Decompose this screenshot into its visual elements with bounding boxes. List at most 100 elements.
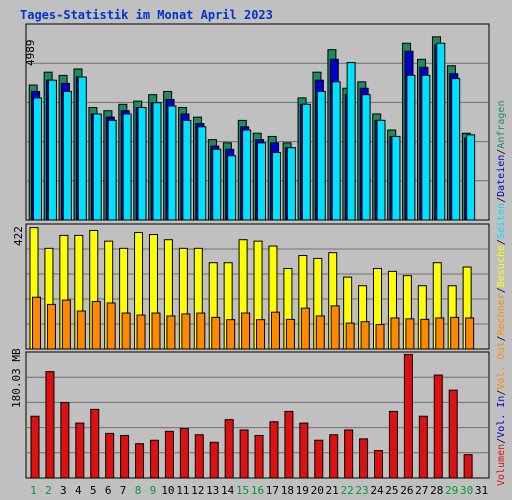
bar-volumen-day-22 [344, 429, 354, 479]
panel3-ymax-label: 180.03 MB [10, 348, 23, 408]
bar-rechner-day-24 [375, 324, 385, 350]
bar-rechner-day-19 [300, 307, 310, 350]
legend-entry-9: / [496, 239, 507, 245]
x-label-day-6: 6 [105, 484, 112, 497]
bar-volumen-day-27 [418, 415, 428, 479]
bar-seiten-day-4 [77, 76, 87, 221]
bar-seiten-day-18 [286, 147, 296, 221]
bar-seiten-day-3 [62, 90, 72, 221]
bar-seiten-day-7 [122, 113, 132, 221]
bar-rechner-day-3 [61, 299, 71, 350]
bar-rechner-day-18 [285, 318, 295, 350]
bar-rechner-day-29 [450, 316, 460, 350]
bar-seiten-day-20 [316, 90, 326, 221]
bar-seiten-day-15 [242, 129, 252, 221]
bar-rechner-day-6 [106, 302, 116, 350]
bar-rechner-day-22 [345, 322, 355, 350]
legend-entry-4: Vol. Out [496, 341, 507, 389]
x-label-day-18: 18 [281, 484, 294, 497]
legend-entry-10: Seiten [496, 203, 507, 239]
bar-seiten-day-16 [257, 142, 267, 221]
bar-seiten-day-30 [466, 134, 476, 221]
x-label-day-30: 30 [460, 484, 473, 497]
x-label-day-15: 15 [236, 484, 249, 497]
bar-seiten-day-2 [47, 79, 57, 221]
x-label-day-11: 11 [176, 484, 189, 497]
bar-rechner-day-10 [166, 315, 176, 350]
bar-rechner-day-4 [76, 310, 86, 350]
x-label-day-8: 8 [135, 484, 142, 497]
legend-entry-2: Vol. In [496, 396, 507, 438]
panel-visits-hosts [25, 223, 490, 350]
bar-volumen-day-23 [359, 438, 369, 479]
bar-volumen-day-21 [329, 434, 339, 479]
x-label-day-22: 22 [340, 484, 353, 497]
bar-volumen-day-2 [45, 371, 55, 479]
legend-entry-1: / [496, 438, 507, 444]
bar-rechner-day-5 [91, 301, 101, 350]
x-label-day-29: 29 [445, 484, 458, 497]
bar-rechner-day-27 [420, 318, 430, 350]
x-label-day-23: 23 [355, 484, 368, 497]
bar-volumen-day-3 [60, 402, 70, 479]
bar-rechner-day-17 [270, 311, 280, 350]
bar-seiten-day-29 [451, 78, 461, 221]
bar-seiten-day-25 [391, 135, 401, 221]
x-label-day-1: 1 [30, 484, 37, 497]
bar-rechner-day-11 [181, 313, 191, 350]
bar-volumen-day-10 [164, 430, 174, 479]
bar-volumen-day-17 [269, 421, 279, 479]
x-label-day-25: 25 [385, 484, 398, 497]
x-label-day-24: 24 [370, 484, 384, 497]
bar-volumen-day-16 [254, 434, 264, 479]
bar-seiten-day-27 [421, 74, 431, 221]
bar-volumen-day-12 [194, 434, 204, 479]
bar-seiten-day-24 [376, 119, 386, 221]
x-label-day-27: 27 [415, 484, 428, 497]
bar-seiten-day-23 [361, 94, 371, 221]
chart-title: Tages-Statistik im Monat April 2023 [20, 8, 273, 22]
bar-seiten-day-11 [182, 119, 192, 221]
x-label-day-21: 21 [326, 484, 339, 497]
x-label-day-28: 28 [430, 484, 443, 497]
bar-volumen-day-30 [463, 454, 473, 479]
legend-entry-0: Volumen [496, 444, 507, 486]
bar-seiten-day-22 [346, 62, 356, 221]
bar-rechner-day-1 [32, 296, 41, 350]
x-axis-day-labels: 1 2 3 4 5 6 7 8 9 10 11 12 13 14 15 16 17 18 19 20 21 22 23 24 2… [30, 484, 488, 497]
bar-volumen-day-5 [90, 408, 100, 479]
x-label-day-14: 14 [221, 484, 235, 497]
bar-seiten-day-21 [331, 81, 341, 221]
x-label-day-16: 16 [251, 484, 264, 497]
bar-volumen-day-4 [75, 422, 85, 479]
bar-rechner-day-20 [315, 315, 325, 350]
x-label-day-4: 4 [75, 484, 82, 497]
x-label-day-19: 19 [296, 484, 309, 497]
bar-seiten-day-28 [436, 42, 446, 221]
bar-seiten-day-19 [301, 103, 311, 221]
bar-volumen-day-14 [224, 419, 234, 479]
bar-rechner-day-28 [435, 317, 445, 350]
x-label-day-13: 13 [206, 484, 219, 497]
bar-rechner-day-30 [465, 317, 475, 350]
bar-volumen-day-1 [30, 415, 40, 479]
bar-volumen-day-6 [105, 432, 115, 479]
bar-volumen-day-19 [299, 422, 309, 479]
bar-seiten-day-1 [33, 97, 42, 221]
bar-volumen-day-24 [374, 450, 384, 479]
panel-requests-files-pages [25, 23, 490, 221]
bar-rechner-day-12 [196, 312, 206, 350]
bar-seiten-day-14 [227, 155, 237, 221]
bar-volumen-day-26 [403, 353, 413, 479]
bar-rechner-day-21 [330, 305, 340, 350]
legend-entry-11: / [496, 197, 507, 203]
bar-seiten-day-5 [92, 113, 102, 221]
x-label-day-3: 3 [60, 484, 67, 497]
legend-entry-5: / [496, 335, 507, 341]
bar-volumen-day-15 [239, 429, 249, 479]
bar-volumen-day-25 [388, 410, 398, 479]
bar-rechner-day-13 [211, 316, 221, 350]
x-label-day-12: 12 [191, 484, 204, 497]
x-label-day-17: 17 [266, 484, 279, 497]
bar-volumen-day-11 [179, 428, 189, 479]
